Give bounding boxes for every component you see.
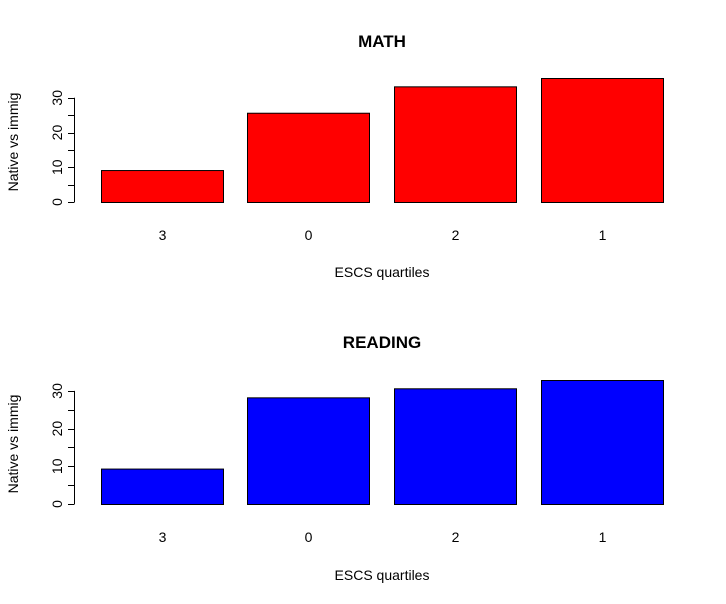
reading-bar-3 <box>101 468 224 506</box>
math-category-label-1: 1 <box>599 227 607 243</box>
math-y-tick-label: 20 <box>49 125 65 141</box>
reading-y-axis-label: Native vs immig <box>5 395 21 494</box>
math-bars <box>101 78 664 203</box>
reading-y-tick-label: 30 <box>49 383 65 399</box>
reading-y-tick-label: 10 <box>49 458 65 474</box>
math-category-label-3: 3 <box>159 227 167 243</box>
reading-category-label-3: 3 <box>159 529 167 545</box>
reading-y-axis: 0 10 20 30 <box>49 383 75 508</box>
math-bar-0 <box>247 112 370 203</box>
reading-category-labels: 3 0 2 1 <box>159 529 607 545</box>
reading-category-label-2: 2 <box>452 529 460 545</box>
reading-category-label-1: 1 <box>599 529 607 545</box>
math-chart-title: MATH <box>358 32 406 51</box>
math-y-axis-label: Native vs immig <box>5 93 21 192</box>
reading-y-tick-label: 0 <box>49 500 65 508</box>
reading-chart-title: READING <box>343 333 421 352</box>
reading-x-axis-label: ESCS quartiles <box>335 567 430 583</box>
math-y-axis: 0 10 20 30 <box>49 90 75 206</box>
reading-y-tick-label: 20 <box>49 421 65 437</box>
math-bar-3 <box>101 170 224 203</box>
reading-bar-1 <box>541 380 664 505</box>
math-bar-2 <box>394 86 517 203</box>
reading-bar-0 <box>247 397 370 505</box>
reading-bars <box>101 380 664 506</box>
math-category-label-0: 0 <box>305 227 313 243</box>
math-category-label-2: 2 <box>452 227 460 243</box>
math-y-tick-label: 10 <box>49 159 65 175</box>
reading-bar-2 <box>394 388 517 505</box>
math-bar-1 <box>541 78 664 203</box>
math-y-tick-label: 30 <box>49 90 65 106</box>
math-category-labels: 3 0 2 1 <box>159 227 607 243</box>
reading-category-label-0: 0 <box>305 529 313 545</box>
math-y-tick-label: 0 <box>49 198 65 206</box>
math-x-axis-label: ESCS quartiles <box>335 264 430 280</box>
